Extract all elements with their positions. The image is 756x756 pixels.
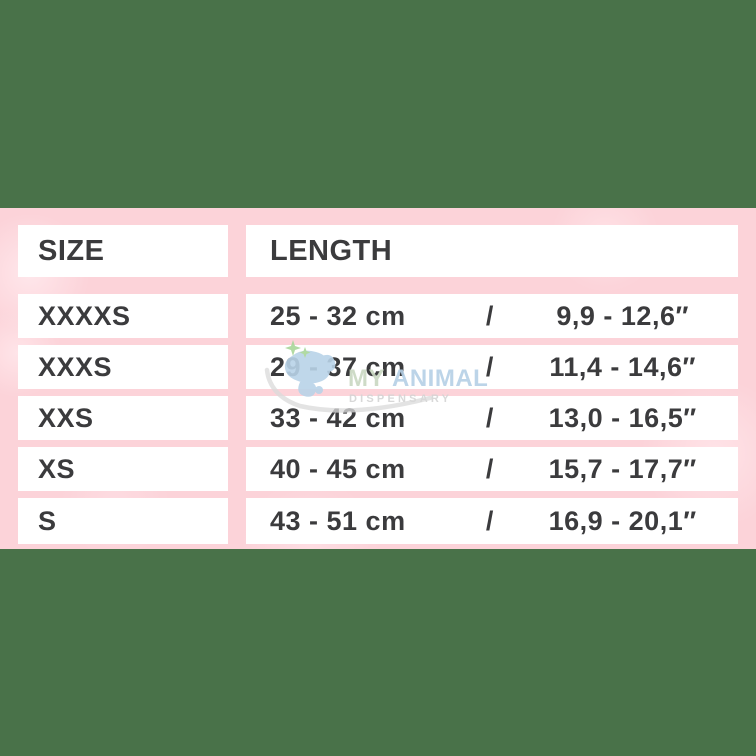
table-row-length-cell: 33 - 42 cm / 13,0 - 16,5″ [246, 396, 738, 440]
length-values: 25 - 32 cm / 9,9 - 12,6″ [270, 301, 728, 332]
size-header-cell: SIZE [18, 225, 228, 277]
length-header-label: LENGTH [270, 234, 393, 267]
length-values: 29 - 37 cm / 11,4 - 14,6″ [270, 352, 728, 383]
unit-separator: / [485, 300, 494, 331]
length-values: 43 - 51 cm / 16,9 - 20,1″ [270, 506, 728, 537]
size-label: XXXS [38, 351, 113, 382]
top-letterbox [0, 0, 756, 208]
table-row-length-cell: 40 - 45 cm / 15,7 - 17,7″ [246, 447, 738, 491]
unit-separator: / [485, 505, 494, 536]
length-cm: 25 - 32 cm [270, 300, 406, 331]
table-row-length-cell: 43 - 51 cm / 16,9 - 20,1″ [246, 498, 738, 544]
length-values: 33 - 42 cm / 13,0 - 16,5″ [270, 403, 728, 434]
bottom-letterbox [0, 549, 756, 756]
size-chart-panel: SIZE LENGTH XXXXS 25 - 32 cm / 9,9 - 12,… [0, 208, 756, 549]
length-inches: 9,9 - 12,6″ [556, 300, 689, 331]
length-inches: 16,9 - 20,1″ [548, 505, 697, 536]
unit-separator: / [485, 453, 494, 484]
table-row-length-cell: 29 - 37 cm / 11,4 - 14,6″ [246, 345, 738, 389]
size-label: S [38, 505, 57, 536]
unit-separator: / [485, 351, 494, 382]
length-cm: 33 - 42 cm [270, 402, 406, 433]
size-label: XS [38, 453, 76, 484]
unit-separator: / [485, 402, 494, 433]
size-label: XXS [38, 402, 94, 433]
table-row-size-cell: XXS [18, 396, 228, 440]
length-values: 40 - 45 cm / 15,7 - 17,7″ [270, 454, 728, 485]
table-row-size-cell: XS [18, 447, 228, 491]
table-row-length-cell: 25 - 32 cm / 9,9 - 12,6″ [246, 294, 738, 338]
size-header-label: SIZE [38, 234, 105, 267]
table-row-size-cell: S [18, 498, 228, 544]
length-inches: 11,4 - 14,6″ [549, 351, 696, 382]
length-inches: 15,7 - 17,7″ [548, 453, 697, 484]
length-cm: 43 - 51 cm [270, 505, 406, 536]
length-cm: 29 - 37 cm [270, 351, 406, 382]
length-cm: 40 - 45 cm [270, 453, 406, 484]
table-row-size-cell: XXXS [18, 345, 228, 389]
length-inches: 13,0 - 16,5″ [548, 402, 697, 433]
length-header-cell: LENGTH [246, 225, 738, 277]
size-label: XXXXS [38, 300, 131, 331]
table-row-size-cell: XXXXS [18, 294, 228, 338]
